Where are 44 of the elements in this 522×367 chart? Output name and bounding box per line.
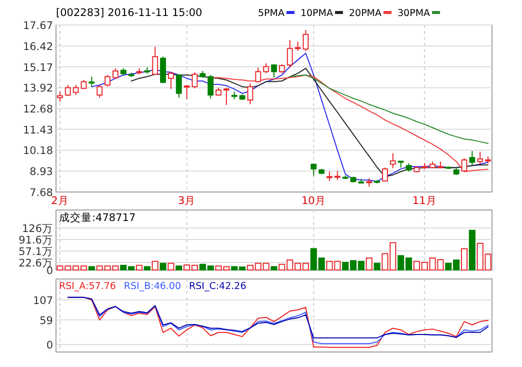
legend-label: 5PMA — [258, 8, 285, 19]
x-tick-label: 11月 — [412, 195, 437, 207]
bar — [144, 266, 150, 270]
y-tick-label: 15.17 — [22, 62, 53, 74]
bar — [176, 266, 182, 270]
y-tick-label: 0 — [46, 339, 53, 352]
chart-title: [002283] 2016-11-11 15:00 — [56, 7, 202, 19]
bar — [136, 264, 143, 270]
y-tick-label: 107 — [32, 294, 53, 307]
x-tick-label: 2月 — [51, 195, 69, 207]
y-tick-label: 13.92 — [22, 82, 53, 95]
bar — [468, 230, 476, 270]
bar — [374, 262, 380, 270]
y-tick-label: 126万 — [22, 223, 53, 235]
y-tick-label: 57.1万 — [18, 246, 53, 258]
y-tick-label: 17.67 — [22, 20, 53, 32]
legend-label: 10PMA — [300, 8, 334, 19]
chart-title: 成交量:478717 — [59, 211, 136, 224]
x-tick-label: 10月 — [301, 195, 326, 207]
bar — [160, 262, 166, 270]
y-tick-label: 59 — [40, 314, 53, 327]
y-tick-label: 11.43 — [22, 124, 53, 136]
bar — [270, 266, 278, 270]
y-tick-label: 7.68 — [30, 187, 53, 199]
y-tick-label: 12.68 — [22, 103, 53, 116]
bar — [168, 262, 174, 270]
bar — [366, 258, 372, 270]
y-tick-label: 16.42 — [22, 40, 53, 53]
bar — [152, 260, 158, 270]
candlestick — [469, 150, 476, 166]
y-tick-label: 91.6万 — [18, 234, 53, 246]
text: RSI_C:42.26 — [189, 281, 246, 292]
y-tick-label: 8.93 — [30, 166, 53, 178]
candlestick — [477, 151, 484, 165]
bar — [460, 248, 468, 270]
series-label: RSI_B:46.00 — [124, 281, 182, 292]
x-tick-label: 3月 — [178, 195, 196, 207]
bar — [88, 266, 95, 270]
line-series — [289, 74, 489, 144]
y-tick-label: 10.18 — [22, 145, 53, 158]
candlestick — [326, 171, 332, 182]
series-label: RSI_A:57.76 — [59, 281, 116, 292]
legend-label: 20PMA — [348, 8, 382, 19]
legend-label: 30PMA — [398, 8, 431, 19]
